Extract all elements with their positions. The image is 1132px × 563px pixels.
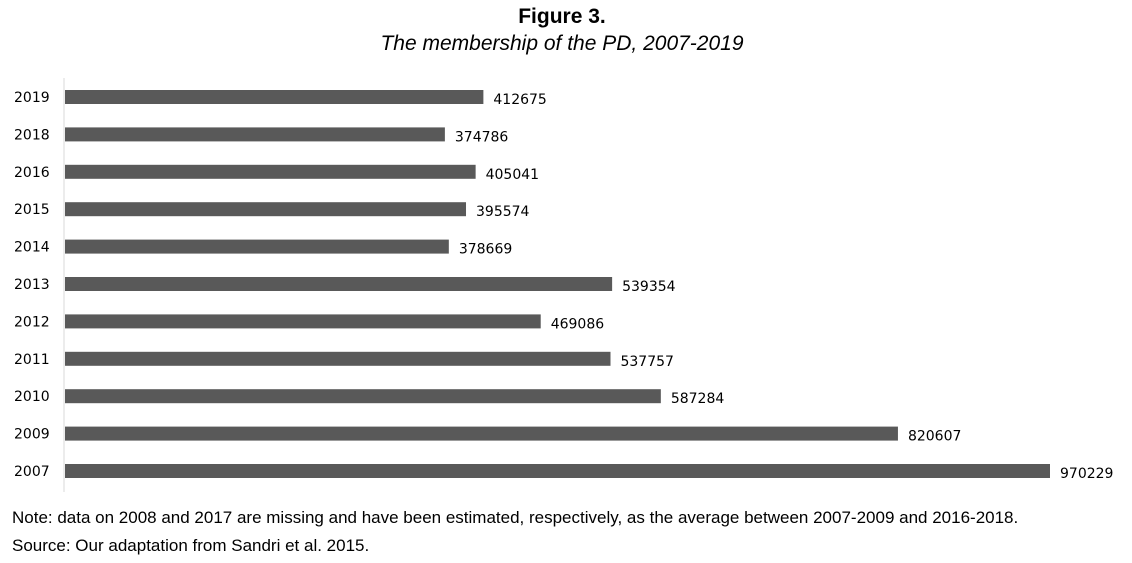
y-tick-label: 2011 xyxy=(14,352,50,368)
data-label: 374786 xyxy=(455,129,509,145)
data-label: 395574 xyxy=(476,204,530,220)
y-tick-label: 2009 xyxy=(14,427,50,443)
y-tick-label: 2019 xyxy=(14,90,50,106)
bar xyxy=(65,314,541,329)
bar xyxy=(65,202,467,217)
data-label: 539354 xyxy=(622,279,676,295)
y-tick-label: 2016 xyxy=(14,165,50,181)
bar xyxy=(65,277,613,291)
y-tick-label: 2015 xyxy=(14,202,50,218)
data-label: 587284 xyxy=(671,391,725,407)
y-tick-label: 2007 xyxy=(14,464,50,480)
y-tick-label: 2012 xyxy=(14,314,50,330)
data-label: 970229 xyxy=(1060,466,1113,482)
data-label: 378669 xyxy=(459,242,512,258)
y-tick-label: 2014 xyxy=(14,240,50,256)
bar xyxy=(65,464,1050,478)
data-label: 820607 xyxy=(908,429,961,445)
data-label: 405041 xyxy=(486,167,539,183)
bar xyxy=(65,351,611,366)
data-label: 537757 xyxy=(620,354,673,370)
y-tick-label: 2010 xyxy=(14,389,50,405)
figure-source: Source: Our adaptation from Sandri et al… xyxy=(12,536,370,555)
data-label: 412675 xyxy=(493,92,546,108)
figure-note: Note: data on 2008 and 2017 are missing … xyxy=(12,508,1019,527)
chart-title: The membership of the PD, 2007-2019 xyxy=(380,32,744,55)
bar xyxy=(65,239,449,254)
y-tick-label: 2013 xyxy=(14,277,50,293)
figure-label: Figure 3. xyxy=(518,5,606,28)
bar xyxy=(65,426,898,441)
data-label: 469086 xyxy=(551,316,605,332)
bar xyxy=(65,389,661,404)
y-tick-label: 2018 xyxy=(14,127,50,143)
bars-layer: 2019 412675 2018 374786 2016 405041 2015 395574… xyxy=(14,90,1113,482)
bar xyxy=(65,90,484,104)
bar xyxy=(65,164,476,179)
bar xyxy=(65,127,445,142)
membership-bar-chart: 2019 412675 2018 374786 2016 405041 2015 395574… xyxy=(14,78,1113,492)
